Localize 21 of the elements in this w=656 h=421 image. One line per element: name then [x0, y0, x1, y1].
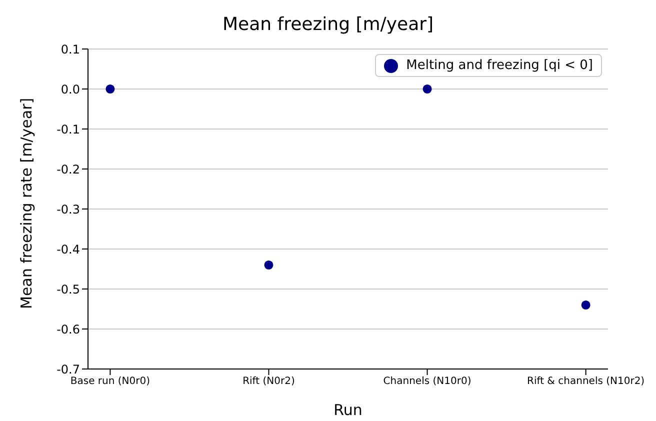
x-tick-label: Rift & channels (N10r2) — [527, 376, 645, 388]
y-tick-label: -0.1 — [56, 122, 80, 136]
y-tick-label: -0.2 — [56, 162, 80, 176]
chart-title: Mean freezing [m/year] — [221, 13, 435, 37]
y-tick-label: -0.3 — [56, 202, 80, 216]
point — [422, 84, 432, 94]
x-axis-title: Run — [334, 401, 362, 419]
y-tick-label: -0.4 — [56, 242, 80, 256]
point — [264, 260, 274, 270]
x-tick-label: Base run (N0r0) — [70, 376, 150, 388]
y-tick-label: 0.0 — [60, 82, 80, 96]
point — [581, 300, 590, 310]
x-tick-label: Channels (N10r0) — [383, 376, 472, 388]
y-tick-label: -0.7 — [56, 362, 80, 376]
y-tick-label: -0.5 — [56, 282, 80, 296]
x-tick-label: Rift (N0r2) — [242, 376, 295, 388]
y-tick-label: 0.1 — [60, 42, 80, 56]
legend-label: Melting and freezing [qi < 0] — [406, 58, 593, 73]
y-tick-label: -0.6 — [56, 322, 80, 336]
y-axis-title: Mean freezing rate [m/year] — [17, 98, 36, 309]
point — [106, 84, 115, 94]
